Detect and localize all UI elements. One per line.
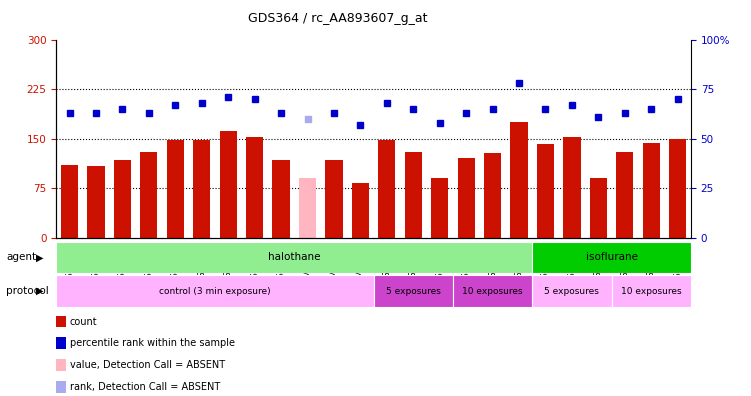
Text: isoflurane: isoflurane	[586, 252, 638, 263]
Bar	[532, 242, 691, 273]
Bar	[374, 275, 453, 307]
Text: control (3 min exposure): control (3 min exposure)	[159, 287, 271, 295]
Bar	[431, 178, 448, 238]
Bar	[114, 160, 131, 238]
Bar	[643, 143, 660, 238]
Text: agent: agent	[6, 252, 36, 263]
Bar	[351, 183, 369, 238]
Text: halothane: halothane	[268, 252, 321, 263]
Text: ▶: ▶	[36, 286, 44, 296]
Bar	[457, 158, 475, 238]
Bar	[563, 137, 581, 238]
Text: 10 exposures: 10 exposures	[621, 287, 682, 295]
Bar	[56, 242, 532, 273]
Text: 5 exposures: 5 exposures	[544, 287, 599, 295]
Bar	[617, 152, 633, 238]
Bar	[453, 275, 532, 307]
Bar	[611, 275, 691, 307]
Text: rank, Detection Call = ABSENT: rank, Detection Call = ABSENT	[70, 382, 220, 392]
Text: ▶: ▶	[36, 252, 44, 263]
Bar	[537, 144, 554, 238]
Bar	[140, 152, 158, 238]
Text: protocol: protocol	[6, 286, 49, 296]
Bar	[405, 152, 422, 238]
Text: 5 exposures: 5 exposures	[386, 287, 441, 295]
Text: count: count	[70, 316, 98, 327]
Bar	[167, 140, 184, 238]
Bar	[193, 140, 210, 238]
Bar	[511, 122, 528, 238]
Bar	[590, 178, 607, 238]
Bar	[61, 165, 78, 238]
Bar	[87, 166, 104, 238]
Bar	[669, 139, 686, 238]
Bar	[325, 160, 342, 238]
Bar	[219, 131, 237, 238]
Bar	[273, 160, 290, 238]
Text: GDS364 / rc_AA893607_g_at: GDS364 / rc_AA893607_g_at	[248, 12, 428, 25]
Bar	[379, 140, 396, 238]
Bar	[246, 137, 264, 238]
Bar	[484, 153, 501, 238]
Bar	[532, 275, 611, 307]
Text: value, Detection Call = ABSENT: value, Detection Call = ABSENT	[70, 360, 225, 370]
Bar	[56, 275, 374, 307]
Text: 10 exposures: 10 exposures	[463, 287, 523, 295]
Text: percentile rank within the sample: percentile rank within the sample	[70, 338, 235, 348]
Bar	[299, 178, 316, 238]
